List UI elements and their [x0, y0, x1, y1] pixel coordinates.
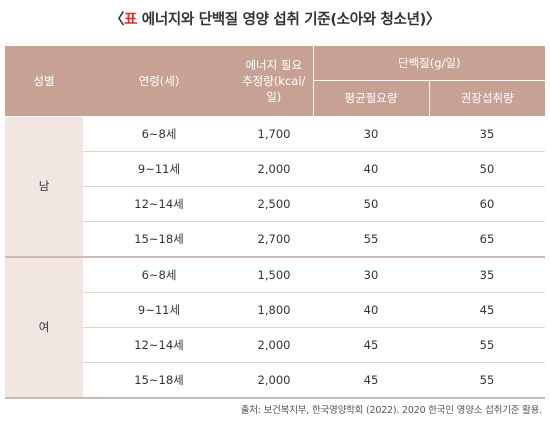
header-recommended-intake: 권장섭취량 — [428, 80, 545, 117]
energy-cell: 1,500 — [235, 256, 313, 293]
age-cell: 12~14세 — [83, 327, 235, 363]
rec-cell: 35 — [429, 256, 545, 293]
rec-cell: 50 — [429, 151, 545, 187]
title-table-mark: 표 — [124, 12, 138, 28]
avg-cell: 50 — [313, 186, 429, 222]
energy-cell: 1,700 — [235, 116, 313, 152]
rec-cell: 55 — [429, 362, 545, 399]
avg-cell: 30 — [313, 116, 429, 152]
rec-cell: 45 — [429, 292, 545, 328]
rec-cell: 65 — [429, 221, 545, 258]
avg-cell: 40 — [313, 151, 429, 187]
rec-cell: 35 — [429, 116, 545, 152]
age-cell: 9~11세 — [83, 151, 235, 187]
header-age: 연령(세) — [83, 46, 235, 117]
age-cell: 6~8세 — [83, 116, 235, 152]
nutrition-table: 성별 연령(세) 에너지 필요 추정량(kcal/일) 단백질(g/일) 평균필… — [5, 46, 545, 399]
avg-cell: 55 — [313, 221, 429, 258]
header-avg-requirement: 평균필요량 — [312, 80, 429, 117]
source-note: 출처: 보건복지부, 한국영양학회 (2022). 2020 한국인 영양소 섭… — [240, 405, 542, 416]
age-cell: 6~8세 — [83, 256, 235, 293]
title-close-bracket: 〉 — [425, 12, 441, 28]
rec-cell: 60 — [429, 186, 545, 222]
energy-cell: 2,000 — [235, 151, 313, 187]
age-cell: 15~18세 — [83, 362, 235, 399]
avg-cell: 45 — [313, 362, 429, 399]
age-cell: 15~18세 — [83, 221, 235, 258]
header-energy: 에너지 필요 추정량(kcal/일) — [235, 46, 313, 117]
energy-cell: 2,000 — [235, 327, 313, 363]
age-cell: 12~14세 — [83, 186, 235, 222]
energy-cell: 2,000 — [235, 362, 313, 399]
energy-cell: 2,500 — [235, 186, 313, 222]
gender-cell-male: 남 — [5, 116, 83, 258]
avg-cell: 45 — [313, 327, 429, 363]
header-protein: 단백질(g/일) — [312, 46, 545, 81]
avg-cell: 30 — [313, 256, 429, 293]
gender-cell-female: 여 — [5, 256, 83, 399]
rec-cell: 55 — [429, 327, 545, 363]
energy-cell: 1,800 — [235, 292, 313, 328]
age-cell: 9~11세 — [83, 292, 235, 328]
energy-cell: 2,700 — [235, 221, 313, 258]
avg-cell: 40 — [313, 292, 429, 328]
header-energy-line1: 에너지 필요 — [245, 57, 303, 72]
header-energy-line2: 추정량(kcal/일) — [242, 73, 306, 104]
title-open-bracket: 〈 — [109, 12, 125, 28]
header-gender: 성별 — [5, 46, 83, 117]
page-title: 〈표 에너지와 단백질 영양 섭취 기준(소아와 청소년)〉 — [0, 8, 550, 29]
title-text: 에너지와 단백질 영양 섭취 기준(소아와 청소년) — [137, 12, 426, 28]
